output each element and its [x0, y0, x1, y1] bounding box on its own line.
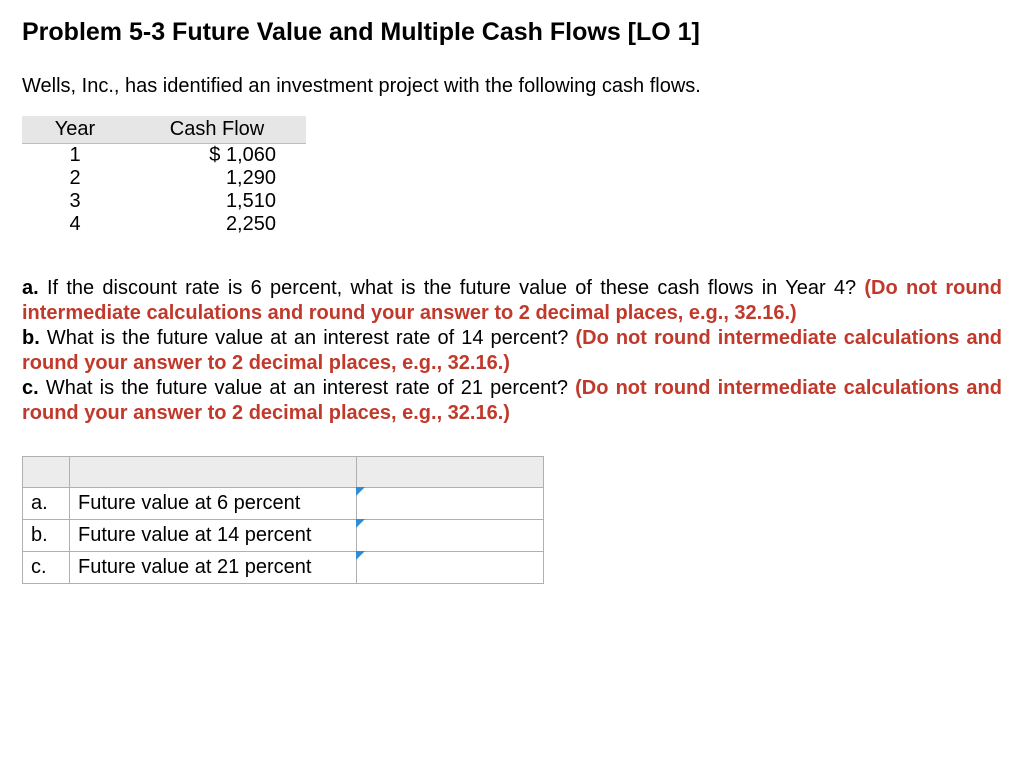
answer-row-a: a. Future value at 6 percent — [23, 488, 544, 520]
question-list: a. If the discount rate is 6 percent, wh… — [22, 276, 1002, 426]
question-c-text: What is the future value at an interest … — [46, 377, 568, 399]
question-c-label: c. — [22, 377, 39, 399]
answer-header-row — [23, 457, 544, 488]
page-title: Problem 5-3 Future Value and Multiple Ca… — [22, 18, 1002, 47]
cashflow-col-year: Year — [22, 116, 128, 144]
answer-a-label: a. — [23, 488, 70, 520]
input-caret-icon — [356, 519, 365, 528]
cell-year: 1 — [22, 144, 128, 168]
question-b: b. What is the future value at an intere… — [22, 326, 1002, 376]
question-b-text: What is the future value at an interest … — [47, 327, 569, 349]
answer-a-input[interactable] — [365, 491, 539, 516]
question-c: c. What is the future value at an intere… — [22, 376, 1002, 426]
answer-table: a. Future value at 6 percent b. Future v… — [22, 456, 544, 584]
answer-row-b: b. Future value at 14 percent — [23, 520, 544, 552]
answer-c-desc: Future value at 21 percent — [70, 552, 357, 584]
question-a-text: If the discount rate is 6 percent, what … — [47, 277, 856, 299]
question-b-label: b. — [22, 327, 40, 349]
answer-b-input[interactable] — [365, 523, 539, 548]
answer-b-label: b. — [23, 520, 70, 552]
cell-cf: $ 1,060 — [128, 144, 306, 168]
cell-cf: 1,510 — [128, 190, 306, 213]
cashflow-table: Year Cash Flow 1 $ 1,060 2 1,290 3 1,510… — [22, 116, 306, 236]
table-row: 3 1,510 — [22, 190, 306, 213]
table-row: 1 $ 1,060 — [22, 144, 306, 168]
question-a: a. If the discount rate is 6 percent, wh… — [22, 276, 1002, 326]
answer-c-label: c. — [23, 552, 70, 584]
table-row: 2 1,290 — [22, 167, 306, 190]
answer-b-desc: Future value at 14 percent — [70, 520, 357, 552]
answer-a-desc: Future value at 6 percent — [70, 488, 357, 520]
answer-c-input[interactable] — [365, 555, 539, 580]
cashflow-col-cf: Cash Flow — [128, 116, 306, 144]
question-a-label: a. — [22, 277, 39, 299]
intro-text: Wells, Inc., has identified an investmen… — [22, 75, 1002, 98]
answer-row-c: c. Future value at 21 percent — [23, 552, 544, 584]
input-caret-icon — [356, 487, 365, 496]
input-caret-icon — [356, 551, 365, 560]
cell-year: 2 — [22, 167, 128, 190]
cell-year: 4 — [22, 213, 128, 236]
cell-year: 3 — [22, 190, 128, 213]
cell-cf: 1,290 — [128, 167, 306, 190]
answer-table-container: a. Future value at 6 percent b. Future v… — [22, 456, 1002, 584]
cell-cf: 2,250 — [128, 213, 306, 236]
table-row: 4 2,250 — [22, 213, 306, 236]
